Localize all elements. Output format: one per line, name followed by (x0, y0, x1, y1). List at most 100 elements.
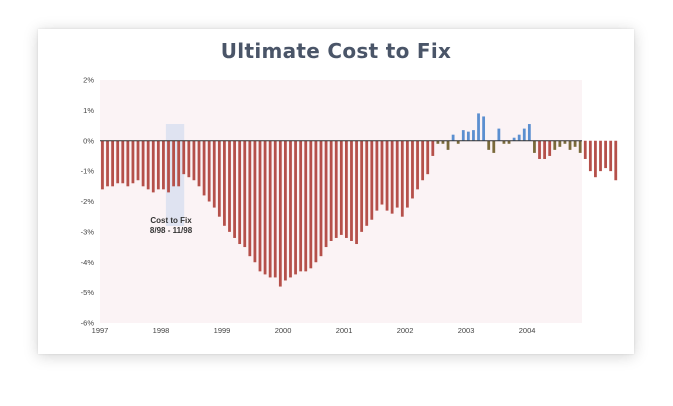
chart-card: Ultimate Cost to Fix 2% 1% 0% -1% -2% -3% -4% -… (38, 29, 634, 354)
bar (268, 140, 272, 278)
bar (538, 140, 541, 159)
x-tick-label: 2000 (275, 326, 292, 335)
bar (578, 140, 582, 153)
annotation-line-1: Cost to Fix (150, 216, 192, 225)
bar (370, 140, 374, 220)
bar (263, 140, 267, 275)
bar (258, 140, 262, 272)
bar (441, 140, 445, 144)
bar (456, 140, 460, 144)
bar (583, 140, 587, 159)
bar (416, 140, 419, 190)
bar (329, 140, 333, 241)
bar (502, 140, 506, 144)
bar (411, 140, 414, 199)
chart-title: Ultimate Cost to Fix (220, 39, 452, 63)
bar (604, 140, 607, 169)
bar (151, 140, 155, 193)
bar (294, 140, 297, 275)
bar (492, 140, 496, 153)
bar (146, 140, 150, 190)
x-tick-label: 2002 (397, 326, 414, 335)
bar (522, 128, 526, 141)
bar (162, 140, 165, 190)
bar (568, 140, 572, 150)
bar (314, 140, 318, 263)
bar (436, 140, 440, 144)
y-tick-label: 2% (83, 76, 94, 85)
bar (360, 140, 364, 232)
bar (426, 140, 430, 175)
x-tick-label: 1999 (214, 326, 231, 335)
bar (563, 140, 567, 144)
bar (217, 140, 221, 217)
bar (344, 140, 348, 238)
bar (278, 140, 282, 287)
bar (177, 140, 181, 187)
bar (167, 140, 170, 193)
bar (472, 130, 475, 141)
bar (339, 140, 343, 235)
bar (609, 140, 613, 172)
y-tick-label: -1% (81, 167, 95, 176)
bar (461, 130, 465, 141)
bar (482, 116, 486, 141)
bar (223, 140, 226, 226)
bar (395, 140, 399, 208)
bar (614, 140, 618, 181)
y-tick-label: 0% (83, 136, 94, 145)
bar (375, 140, 379, 211)
bar (111, 140, 115, 187)
x-tick-label: 2001 (336, 326, 353, 335)
bar (182, 140, 186, 175)
bar (309, 140, 313, 269)
bar (172, 140, 175, 187)
x-tick-label: 2004 (519, 326, 536, 335)
bar (243, 140, 247, 248)
bar (334, 140, 338, 238)
bar (273, 140, 277, 278)
bar (466, 131, 470, 141)
bar (187, 140, 191, 178)
bar (533, 140, 536, 153)
y-tick-label: -2% (81, 197, 95, 206)
bar (543, 140, 547, 159)
y-tick-label: -6% (81, 319, 95, 328)
y-tick-label: -5% (81, 288, 95, 297)
bar (289, 140, 292, 278)
x-tick-label: 1997 (92, 326, 109, 335)
bar (477, 113, 480, 141)
bar (385, 140, 389, 211)
x-tick-label: 1998 (153, 326, 170, 335)
bar (599, 140, 602, 172)
bar (136, 140, 140, 181)
bar (228, 140, 231, 232)
bar (156, 140, 160, 190)
bar (116, 140, 120, 184)
bar (304, 140, 308, 272)
bar (202, 140, 206, 196)
bar (594, 140, 597, 178)
bar (284, 140, 287, 281)
bar (350, 140, 353, 241)
bar (197, 140, 201, 187)
bar (405, 140, 409, 208)
bar (487, 140, 491, 150)
bar (233, 140, 236, 238)
bar (390, 140, 394, 214)
bar (192, 140, 196, 181)
bar (212, 140, 216, 208)
x-tick-label: 2003 (458, 326, 475, 335)
bar (497, 128, 501, 141)
bar (573, 140, 577, 147)
bar (517, 134, 521, 141)
annotation-line-2: 8/98 - 11/98 (150, 226, 193, 235)
bar (553, 140, 557, 150)
bar (131, 140, 135, 184)
bar (299, 140, 303, 272)
bar (527, 124, 531, 141)
bar-chart: 2% 1% 0% -1% -2% -3% -4% -5% -6%1997 1998 1999 2000… (81, 76, 618, 335)
bar (121, 140, 125, 184)
bar (207, 140, 211, 202)
y-tick-label: -4% (81, 258, 95, 267)
